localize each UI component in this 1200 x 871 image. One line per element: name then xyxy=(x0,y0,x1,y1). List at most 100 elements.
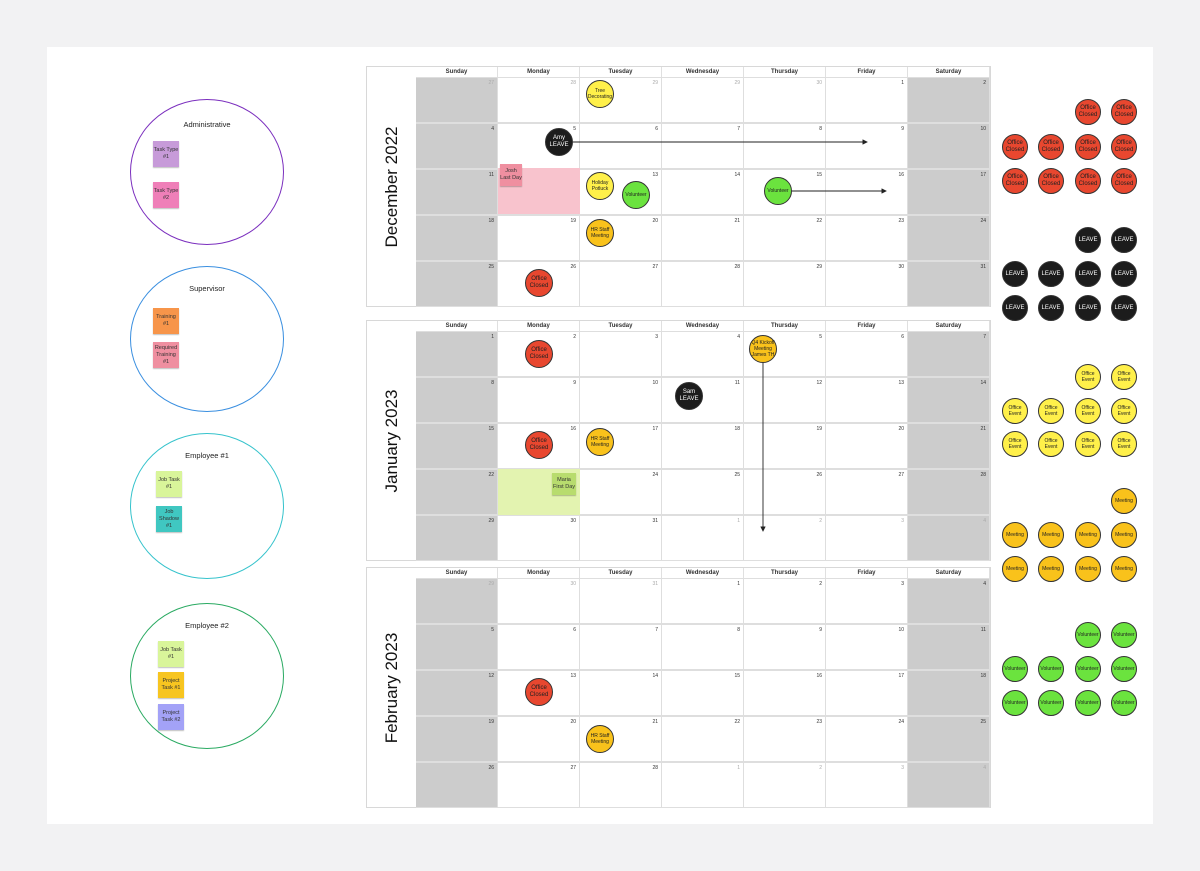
day-cell[interactable]: 1 xyxy=(662,515,744,561)
role-sticky-note[interactable]: Project Task #2 xyxy=(158,704,184,730)
role-sticky-note[interactable]: Task Type #2 xyxy=(153,182,179,208)
day-cell[interactable]: 20 xyxy=(498,716,580,762)
day-cell[interactable]: 20 xyxy=(580,215,662,261)
day-cell[interactable]: 29 xyxy=(662,77,744,123)
day-cell[interactable]: 2 xyxy=(744,762,826,808)
day-cell[interactable]: 19 xyxy=(416,716,498,762)
role-sticky-note[interactable]: Training #1 xyxy=(153,308,179,334)
palette-leave[interactable]: LEAVE xyxy=(1111,261,1137,287)
day-cell[interactable]: 14 xyxy=(662,169,744,215)
day-cell[interactable]: 2 xyxy=(908,77,990,123)
day-cell[interactable]: 10 xyxy=(580,377,662,423)
day-cell[interactable]: 19 xyxy=(498,215,580,261)
palette-meeting[interactable]: Meeting xyxy=(1111,556,1137,582)
palette-meeting[interactable]: Meeting xyxy=(1002,556,1028,582)
day-cell[interactable]: 5 xyxy=(416,624,498,670)
day-cell[interactable]: 15 xyxy=(662,670,744,716)
day-cell[interactable]: 30 xyxy=(498,578,580,624)
palette-meeting[interactable]: Meeting xyxy=(1075,556,1101,582)
event-holiday-potluck[interactable]: Holiday Potluck xyxy=(586,172,614,200)
day-cell[interactable]: 25 xyxy=(662,469,744,515)
day-cell[interactable]: 28 xyxy=(908,469,990,515)
day-cell[interactable]: 20 xyxy=(826,423,908,469)
palette-leave[interactable]: LEAVE xyxy=(1111,227,1137,253)
event-hr-staff-meeting[interactable]: HR Staff Meeting xyxy=(586,428,614,456)
day-cell[interactable]: 7 xyxy=(580,624,662,670)
day-cell[interactable]: 17 xyxy=(908,169,990,215)
day-cell[interactable]: 1 xyxy=(826,77,908,123)
palette-meeting[interactable]: Meeting xyxy=(1075,522,1101,548)
day-cell[interactable]: 29 xyxy=(580,77,662,123)
event-maria-first-day[interactable]: Maria First Day xyxy=(552,473,576,495)
event-hr-staff-meeting[interactable]: HR Staff Meeting xyxy=(586,219,614,247)
event-office-closed[interactable]: Office Closed xyxy=(525,340,553,368)
day-cell[interactable]: 14 xyxy=(580,670,662,716)
day-cell[interactable]: 26 xyxy=(744,469,826,515)
role-sticky-note[interactable]: Job Task #1 xyxy=(158,641,184,667)
day-cell[interactable]: 22 xyxy=(744,215,826,261)
palette-leave[interactable]: LEAVE xyxy=(1038,295,1064,321)
day-cell[interactable]: 24 xyxy=(826,716,908,762)
palette-leave[interactable]: LEAVE xyxy=(1075,295,1101,321)
day-cell[interactable]: 29 xyxy=(744,261,826,307)
day-cell[interactable]: 8 xyxy=(662,624,744,670)
role-group-circle[interactable]: Employee #1 xyxy=(130,433,284,579)
day-cell[interactable]: 3 xyxy=(826,578,908,624)
role-group-circle[interactable]: Employee #2 xyxy=(130,603,284,749)
day-cell[interactable]: 6 xyxy=(580,123,662,169)
palette-volunteer[interactable]: Volunteer xyxy=(1075,690,1101,716)
palette-volunteer[interactable]: Volunteer xyxy=(1038,690,1064,716)
day-cell[interactable]: 1 xyxy=(662,578,744,624)
day-cell[interactable]: 3 xyxy=(580,331,662,377)
day-cell[interactable]: 25 xyxy=(416,261,498,307)
palette-office-closed[interactable]: Office Closed xyxy=(1002,168,1028,194)
day-cell[interactable]: 5 xyxy=(744,331,826,377)
palette-meeting[interactable]: Meeting xyxy=(1038,522,1064,548)
palette-volunteer[interactable]: Volunteer xyxy=(1002,690,1028,716)
palette-volunteer[interactable]: Volunteer xyxy=(1075,622,1101,648)
day-cell[interactable]: 4 xyxy=(908,762,990,808)
day-cell[interactable]: 16 xyxy=(498,423,580,469)
role-sticky-note[interactable]: Job Task #1 xyxy=(156,471,182,497)
day-cell[interactable]: 27 xyxy=(826,469,908,515)
day-cell[interactable]: 18 xyxy=(416,215,498,261)
day-cell[interactable]: 1 xyxy=(416,331,498,377)
palette-office-closed[interactable]: Office Closed xyxy=(1002,134,1028,160)
day-cell[interactable]: 27 xyxy=(580,261,662,307)
role-group-circle[interactable]: Supervisor xyxy=(130,266,284,412)
role-sticky-note[interactable]: Project Task #1 xyxy=(158,672,184,698)
palette-leave[interactable]: LEAVE xyxy=(1038,261,1064,287)
day-cell[interactable]: 28 xyxy=(662,261,744,307)
palette-office-closed[interactable]: Office Closed xyxy=(1111,134,1137,160)
day-cell[interactable]: 9 xyxy=(744,624,826,670)
day-cell[interactable]: 11 xyxy=(908,624,990,670)
day-cell[interactable]: 6 xyxy=(826,331,908,377)
day-cell[interactable]: 6 xyxy=(498,624,580,670)
palette-office-event[interactable]: Office Event xyxy=(1002,431,1028,457)
day-cell[interactable]: 13 xyxy=(580,169,662,215)
day-cell[interactable]: 13 xyxy=(826,377,908,423)
day-cell[interactable]: 12 xyxy=(744,377,826,423)
day-cell[interactable]: 27 xyxy=(498,762,580,808)
role-sticky-note[interactable]: Required Training #1 xyxy=(153,342,179,368)
day-cell[interactable]: 23 xyxy=(744,716,826,762)
role-sticky-note[interactable]: Job Shadow #1 xyxy=(156,506,182,532)
palette-office-event[interactable]: Office Event xyxy=(1038,431,1064,457)
day-cell[interactable]: 9 xyxy=(826,123,908,169)
event-hr-staff-meeting[interactable]: HR Staff Meeting xyxy=(586,725,614,753)
palette-office-closed[interactable]: Office Closed xyxy=(1111,168,1137,194)
palette-office-closed[interactable]: Office Closed xyxy=(1038,168,1064,194)
palette-office-event[interactable]: Office Event xyxy=(1075,364,1101,390)
day-cell[interactable]: 29 xyxy=(416,515,498,561)
palette-meeting[interactable]: Meeting xyxy=(1038,556,1064,582)
day-cell[interactable]: 18 xyxy=(908,670,990,716)
palette-office-closed[interactable]: Office Closed xyxy=(1111,99,1137,125)
day-cell[interactable]: 16 xyxy=(744,670,826,716)
day-cell[interactable]: 15 xyxy=(744,169,826,215)
palette-office-closed[interactable]: Office Closed xyxy=(1038,134,1064,160)
day-cell[interactable]: 24 xyxy=(908,215,990,261)
day-cell[interactable]: 22 xyxy=(662,716,744,762)
event-office-closed[interactable]: Office Closed xyxy=(525,269,553,297)
day-cell[interactable]: 3 xyxy=(826,762,908,808)
day-cell[interactable]: 1 xyxy=(662,762,744,808)
